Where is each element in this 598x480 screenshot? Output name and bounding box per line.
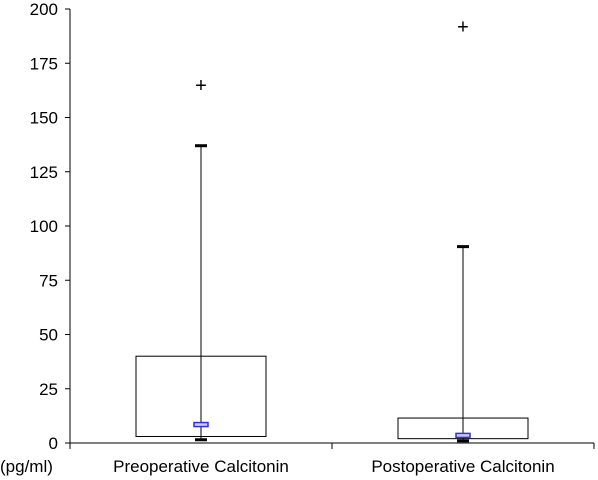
category-label: Preoperative Calcitonin	[113, 457, 289, 476]
y-tick-label: 50	[39, 326, 58, 345]
category-label: Postoperative Calcitonin	[371, 457, 554, 476]
y-tick-label: 75	[39, 271, 58, 290]
outlier-marker: +	[195, 75, 207, 97]
y-tick-label: 150	[30, 109, 58, 128]
y-tick-label: 100	[30, 217, 58, 236]
axes	[69, 9, 595, 449]
box-group: +	[135, 75, 267, 442]
outlier-marker: +	[457, 16, 469, 38]
unit-label: (pg/ml)	[0, 457, 53, 476]
y-ticks: 0 25 50 75 100 125 150 175 200	[30, 0, 70, 453]
boxes: ++	[135, 16, 529, 443]
y-tick-label: 25	[39, 380, 58, 399]
y-tick-label: 125	[30, 163, 58, 182]
box-group: +	[397, 16, 529, 443]
y-tick-label: 200	[30, 0, 58, 19]
median-marker	[193, 421, 209, 428]
y-tick-label: 0	[49, 434, 58, 453]
median-marker	[455, 432, 471, 439]
x-labels: Preoperative Calcitonin Postoperative Cal…	[113, 457, 555, 476]
y-tick-label: 175	[30, 54, 58, 73]
